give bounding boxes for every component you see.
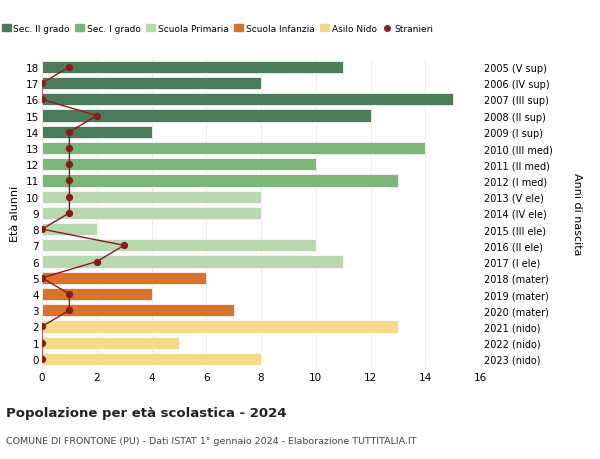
Bar	[42, 304, 233, 317]
Bar	[42, 159, 316, 171]
Point	[65, 194, 74, 201]
Point	[92, 258, 101, 266]
Text: COMUNE DI FRONTONE (PU) - Dati ISTAT 1° gennaio 2024 - Elaborazione TUTTITALIA.I: COMUNE DI FRONTONE (PU) - Dati ISTAT 1° …	[6, 436, 416, 445]
Point	[37, 274, 47, 282]
Point	[65, 145, 74, 152]
Bar	[42, 288, 151, 301]
Bar	[42, 240, 316, 252]
Point	[119, 242, 129, 250]
Bar	[42, 207, 261, 219]
Point	[65, 129, 74, 136]
Bar	[42, 78, 261, 90]
Point	[65, 307, 74, 314]
Point	[65, 161, 74, 168]
Bar	[42, 62, 343, 74]
Point	[37, 339, 47, 347]
Y-axis label: Età alunni: Età alunni	[10, 185, 20, 241]
Point	[37, 226, 47, 233]
Bar	[42, 191, 261, 203]
Bar	[42, 126, 151, 139]
Bar	[42, 321, 398, 333]
Bar	[42, 224, 97, 235]
Bar	[42, 272, 206, 284]
Point	[65, 177, 74, 185]
Point	[65, 210, 74, 217]
Bar	[42, 143, 425, 155]
Point	[65, 64, 74, 72]
Point	[37, 96, 47, 104]
Bar	[42, 110, 371, 123]
Point	[37, 355, 47, 363]
Y-axis label: Anni di nascita: Anni di nascita	[572, 172, 583, 255]
Point	[37, 323, 47, 330]
Bar	[42, 256, 343, 268]
Point	[92, 112, 101, 120]
Text: Popolazione per età scolastica - 2024: Popolazione per età scolastica - 2024	[6, 406, 287, 419]
Bar	[42, 353, 261, 365]
Bar	[42, 337, 179, 349]
Point	[65, 291, 74, 298]
Bar	[42, 175, 398, 187]
Point	[37, 80, 47, 88]
Bar	[42, 94, 452, 106]
Legend: Sec. II grado, Sec. I grado, Scuola Primaria, Scuola Infanzia, Asilo Nido, Stran: Sec. II grado, Sec. I grado, Scuola Prim…	[0, 21, 436, 37]
